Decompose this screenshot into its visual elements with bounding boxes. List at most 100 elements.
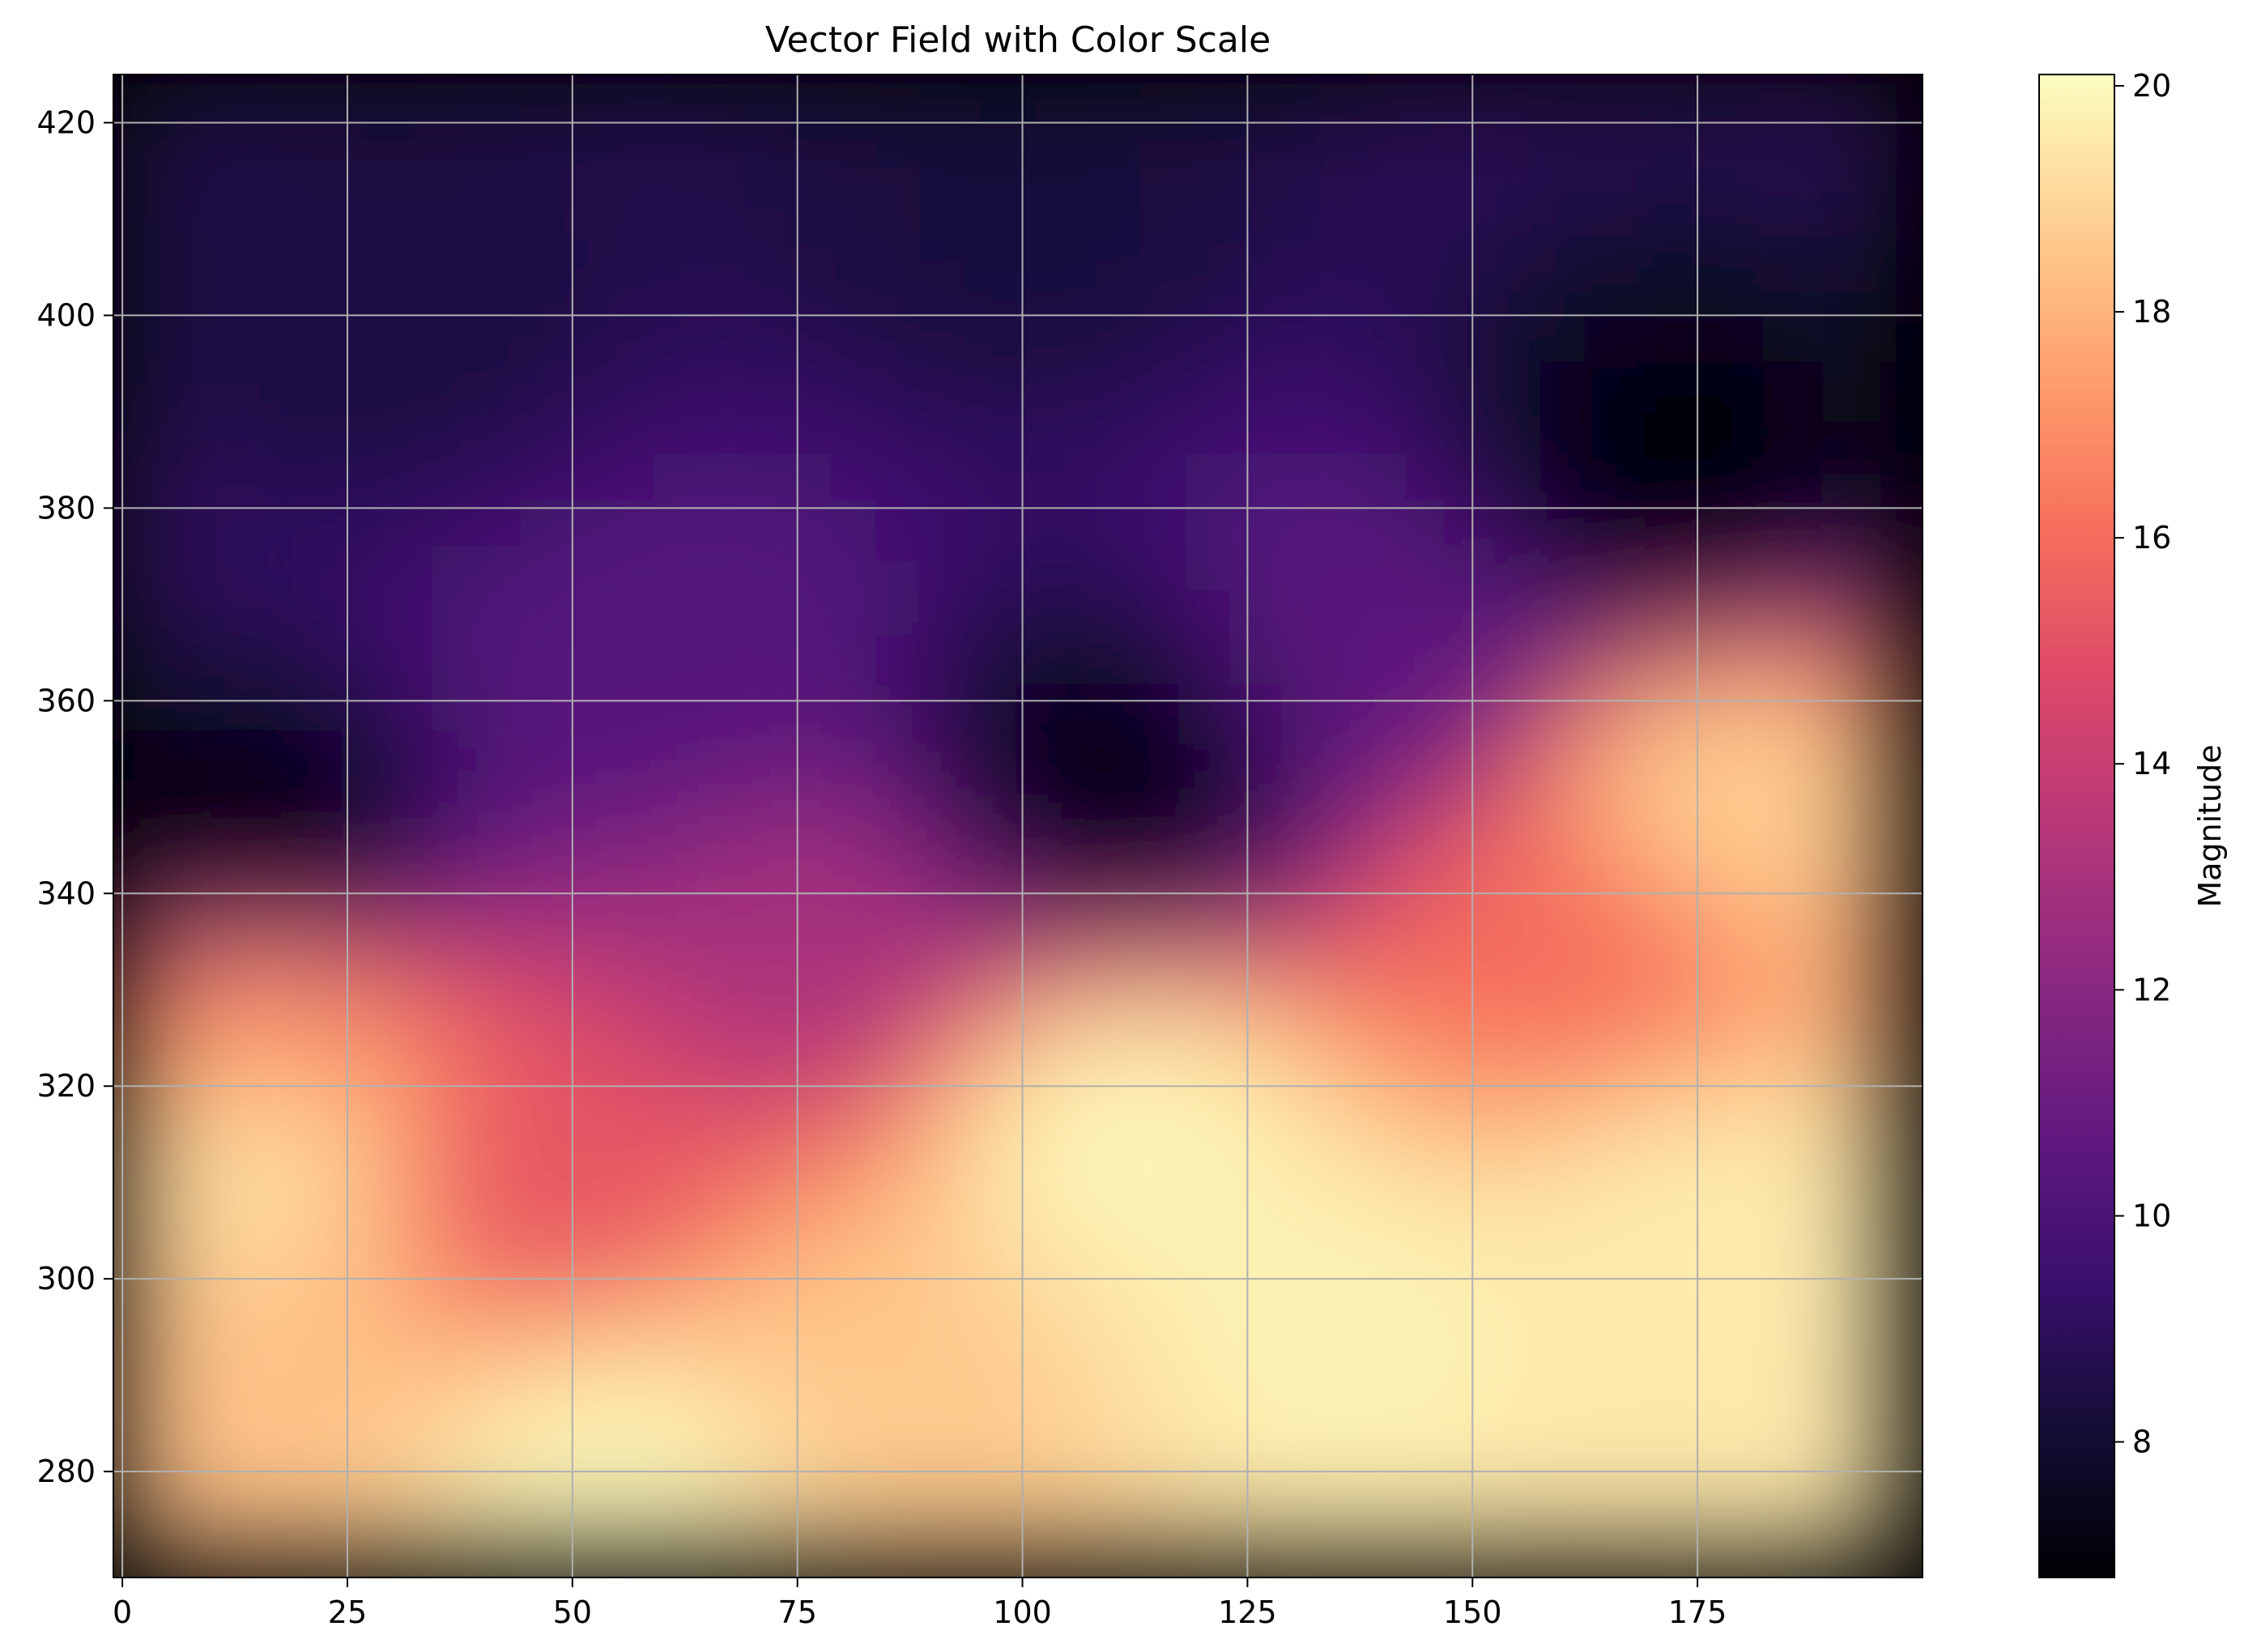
field-cell bbox=[786, 497, 832, 546]
field-cell bbox=[1672, 1511, 1719, 1560]
field-cell bbox=[1407, 267, 1454, 316]
field-cell bbox=[210, 1189, 257, 1237]
field-cell bbox=[964, 543, 1010, 592]
field-cell bbox=[1496, 958, 1542, 1007]
field-cell bbox=[1229, 774, 1276, 823]
field-cell bbox=[1672, 313, 1719, 362]
field-cell bbox=[343, 360, 390, 408]
field-cell bbox=[1362, 1419, 1409, 1467]
field-cell bbox=[476, 313, 522, 362]
field-cell bbox=[520, 774, 567, 823]
field-cell bbox=[1761, 175, 1808, 224]
field-cell bbox=[1584, 175, 1631, 224]
plot-frame bbox=[113, 74, 1923, 1578]
field-cell bbox=[1274, 774, 1321, 823]
field-cell bbox=[1141, 267, 1187, 316]
field-cell bbox=[254, 360, 301, 408]
field-cell bbox=[830, 774, 877, 823]
field-cell bbox=[1761, 1096, 1808, 1145]
field-cell bbox=[1850, 451, 1897, 500]
field-cell bbox=[165, 1235, 212, 1283]
field-cell bbox=[1539, 820, 1586, 868]
field-cell bbox=[1717, 543, 1764, 592]
field-cell bbox=[520, 1511, 567, 1560]
field-cell bbox=[875, 406, 922, 453]
field-cell bbox=[830, 1465, 877, 1514]
field-cell bbox=[1007, 728, 1054, 777]
field-cell bbox=[697, 221, 744, 270]
field-cell bbox=[786, 543, 832, 592]
field-cell bbox=[1629, 590, 1675, 638]
field-cell bbox=[919, 313, 966, 362]
x-tick-label: 150 bbox=[1443, 1595, 1502, 1630]
field-cell bbox=[1850, 1143, 1897, 1191]
field-cell bbox=[1052, 1189, 1099, 1237]
field-cell bbox=[1539, 175, 1586, 224]
field-cell bbox=[1496, 590, 1542, 638]
field-cell bbox=[1185, 313, 1232, 362]
field-cell bbox=[387, 360, 434, 408]
field-cell bbox=[653, 451, 700, 500]
field-cell bbox=[210, 360, 257, 408]
grid-lines bbox=[113, 75, 1923, 1577]
field-cell bbox=[653, 313, 700, 362]
field-cell bbox=[476, 636, 522, 684]
field-cell bbox=[210, 1096, 257, 1145]
field-cell bbox=[1318, 221, 1365, 270]
field-cell bbox=[387, 866, 434, 914]
field-cell bbox=[697, 360, 744, 408]
field-cell bbox=[786, 1326, 832, 1375]
field-cell bbox=[1096, 1143, 1143, 1191]
field-cell bbox=[830, 820, 877, 868]
field-cell bbox=[1672, 866, 1719, 914]
field-cell bbox=[254, 820, 301, 868]
field-cell bbox=[1318, 497, 1365, 546]
field-cell bbox=[1096, 543, 1143, 592]
field-cell bbox=[1007, 83, 1054, 131]
field-cell bbox=[609, 1419, 655, 1467]
field-cell bbox=[165, 313, 212, 362]
field-cell bbox=[697, 1189, 744, 1237]
field-cell bbox=[1052, 267, 1099, 316]
field-cell bbox=[165, 1511, 212, 1560]
field-cell bbox=[1584, 1511, 1631, 1560]
field-cell bbox=[121, 1235, 168, 1283]
field-cell bbox=[1539, 1189, 1586, 1237]
field-cell bbox=[1318, 636, 1365, 684]
field-cell bbox=[1584, 1280, 1631, 1329]
field-cell bbox=[520, 1280, 567, 1329]
field-cell bbox=[1850, 1465, 1897, 1514]
field-cell bbox=[1584, 360, 1631, 408]
field-cell bbox=[343, 682, 390, 730]
field-cell bbox=[299, 636, 345, 684]
y-tick-label: 320 bbox=[36, 1068, 96, 1104]
field-cell bbox=[343, 267, 390, 316]
field-cell bbox=[254, 221, 301, 270]
field-cell bbox=[1806, 1373, 1852, 1421]
field-cell bbox=[1496, 912, 1542, 960]
field-cell bbox=[1318, 728, 1365, 777]
colorbar-ticks: 8 10 12 14 16 18 20 bbox=[2114, 68, 2171, 1460]
field-cell bbox=[1539, 360, 1586, 408]
field-cell bbox=[653, 1004, 700, 1053]
field-cell bbox=[1096, 728, 1143, 777]
field-cell bbox=[1229, 497, 1276, 546]
field-cell bbox=[786, 1050, 832, 1099]
field-cell bbox=[1629, 912, 1675, 960]
field-cell bbox=[697, 83, 744, 131]
field-cell bbox=[653, 406, 700, 453]
field-cell bbox=[387, 1096, 434, 1145]
field-cell bbox=[919, 1096, 966, 1145]
field-cell bbox=[1761, 1465, 1808, 1514]
field-cell bbox=[697, 1004, 744, 1053]
field-cell bbox=[1318, 1465, 1365, 1514]
field-cell bbox=[1451, 1096, 1498, 1145]
field-cell bbox=[1096, 1326, 1143, 1375]
field-cell bbox=[1539, 1004, 1586, 1053]
field-cell bbox=[964, 682, 1010, 730]
field-cell bbox=[520, 728, 567, 777]
field-cell bbox=[1229, 636, 1276, 684]
field-cell bbox=[1672, 1004, 1719, 1053]
field-cell bbox=[1185, 728, 1232, 777]
field-cell bbox=[1806, 497, 1852, 546]
